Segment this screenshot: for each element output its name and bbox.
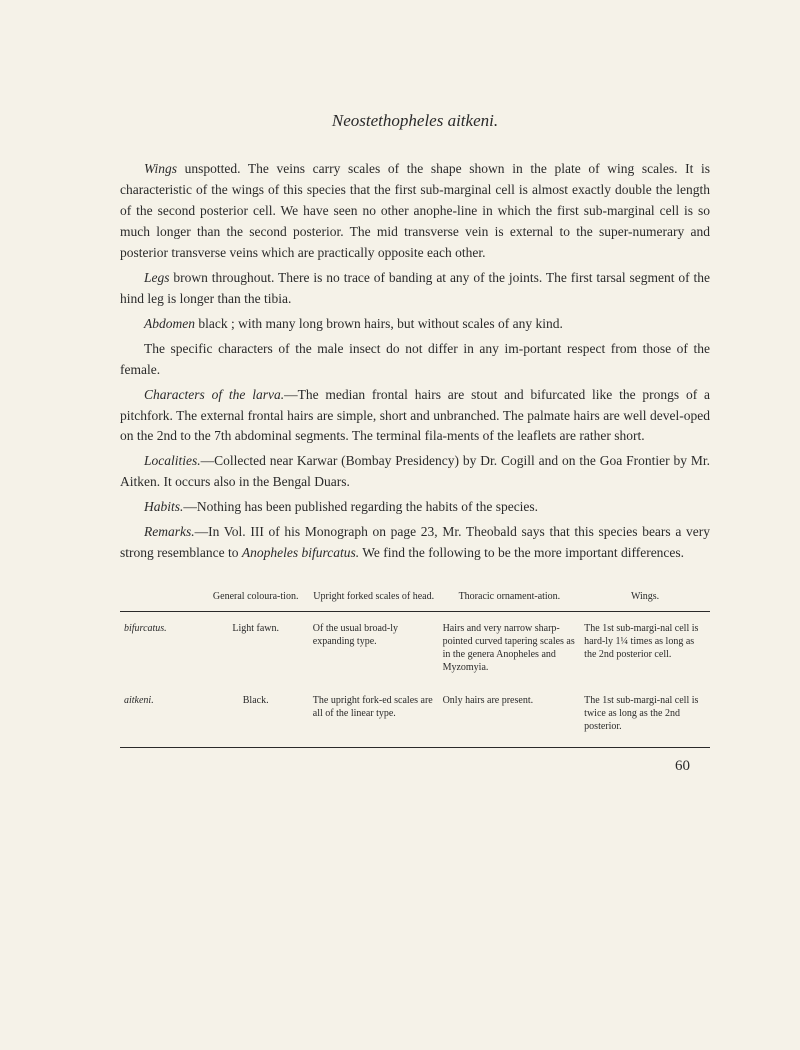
paragraph: Legs brown throughout. There is no trace… [120,268,710,310]
table-header-row: General coloura-tion. Upright forked sca… [120,582,710,612]
paragraph: Characters of the larva.—The median fron… [120,385,710,448]
page-number: 60 [120,758,710,775]
table-header: Wings. [580,582,710,612]
table-cell: The 1st sub-margi-nal cell is twice as l… [580,684,710,743]
table-cell: The upright fork-ed scales are all of th… [309,684,439,743]
comparison-table: General coloura-tion. Upright forked sca… [120,582,710,743]
table-header: Thoracic ornament-ation. [439,582,581,612]
paragraph: Habits.—Nothing has been published regar… [120,497,710,518]
table-cell: Light fawn. [203,611,309,684]
species-cell: aitkeni. [120,684,203,743]
body-text: Wings unspotted. The veins carry scales … [120,159,710,564]
paragraph: Localities.—Collected near Karwar (Bomba… [120,451,710,493]
paragraph: Remarks.—In Vol. III of his Monograph on… [120,522,710,564]
table-cell: Hairs and very narrow sharp-pointed curv… [439,611,581,684]
paragraph: Abdomen black ; with many long brown hai… [120,314,710,335]
table-rule [120,747,710,748]
page-title: Neostethopheles aitkeni. [120,111,710,131]
table-row: bifurcatus. Light fawn. Of the usual bro… [120,611,710,684]
table-cell: The 1st sub-margi-nal cell is hard-ly 1¼… [580,611,710,684]
table-cell: Of the usual broad-ly expanding type. [309,611,439,684]
paragraph: Wings unspotted. The veins carry scales … [120,159,710,264]
table-cell: Black. [203,684,309,743]
paragraph: The specific characters of the male inse… [120,339,710,381]
table-header: Upright forked scales of head. [309,582,439,612]
table-row: aitkeni. Black. The upright fork-ed scal… [120,684,710,743]
table-header [120,582,203,612]
species-cell: bifurcatus. [120,611,203,684]
table-cell: Only hairs are present. [439,684,581,743]
table-header: General coloura-tion. [203,582,309,612]
